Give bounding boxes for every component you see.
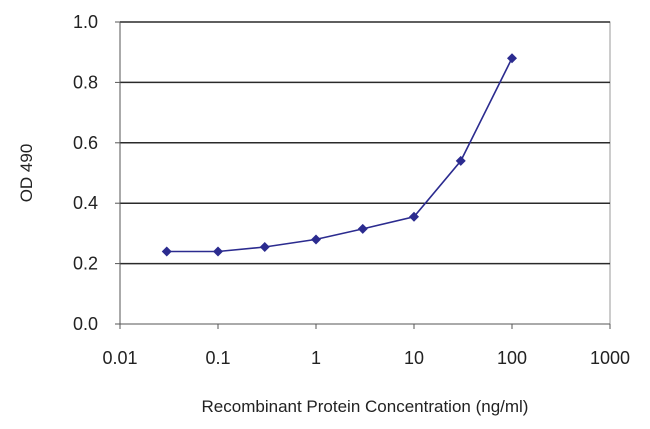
y-tick-labels: 0.0 0.2 0.4 0.6 0.8 1.0 xyxy=(73,12,120,334)
axes xyxy=(119,22,610,325)
x-tick-label: 1 xyxy=(311,348,321,368)
data-point xyxy=(161,246,172,257)
data-point xyxy=(259,241,270,252)
series-line-0 xyxy=(166,57,513,253)
y-tick-label: 1.0 xyxy=(73,12,98,32)
data-point xyxy=(455,155,466,166)
x-axis-label: Recombinant Protein Concentration (ng/ml… xyxy=(202,397,529,416)
plot-area xyxy=(119,21,611,325)
y-tick-label: 0.2 xyxy=(73,254,98,274)
y-axis-label: OD 490 xyxy=(17,144,36,203)
y-tick-label: 0.0 xyxy=(73,314,98,334)
x-tick-label: 1000 xyxy=(590,348,630,368)
data-point xyxy=(507,53,517,64)
x-tick-labels: 0.01 0.1 1 10 100 1000 xyxy=(102,324,630,368)
gridlines xyxy=(120,21,610,265)
y-tick-label: 0.8 xyxy=(73,72,98,92)
x-tick-label: 100 xyxy=(497,348,527,368)
x-tick-label: 0.01 xyxy=(102,348,137,368)
x-tick-label: 10 xyxy=(404,348,424,368)
data-point xyxy=(213,246,223,257)
data-series xyxy=(161,53,517,257)
y-tick-label: 0.4 xyxy=(73,193,98,213)
x-tick-label: 0.1 xyxy=(205,348,230,368)
data-point xyxy=(409,211,419,222)
data-point xyxy=(311,234,321,245)
y-tick-label: 0.6 xyxy=(73,133,98,153)
data-point xyxy=(357,223,368,234)
